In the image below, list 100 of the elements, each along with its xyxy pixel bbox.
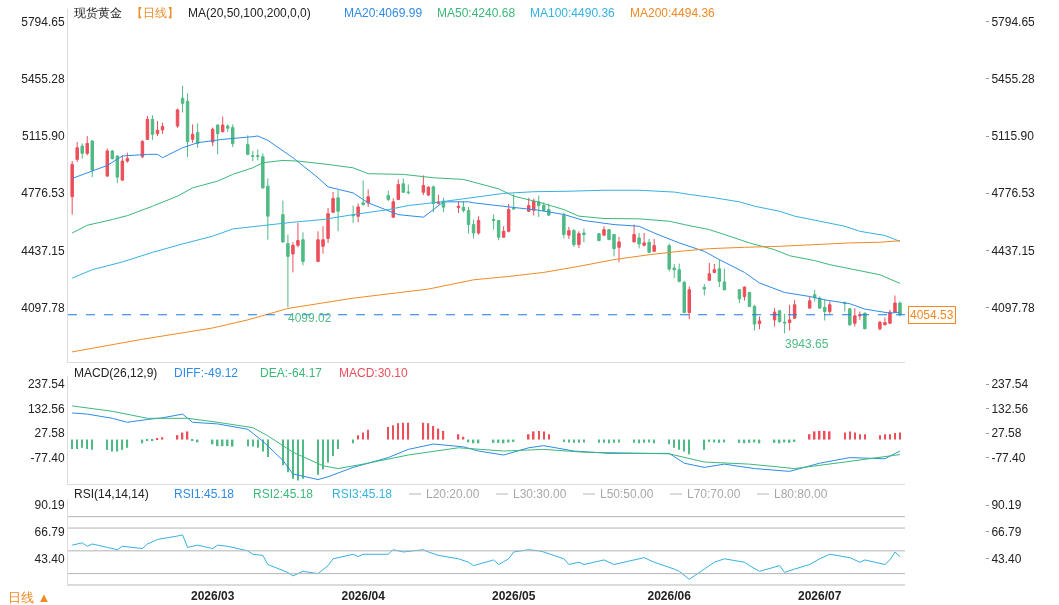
- bar: [813, 431, 816, 440]
- candlestick: [577, 230, 581, 249]
- line-series: [71, 534, 901, 580]
- bar: [427, 423, 430, 440]
- bar: [889, 434, 891, 440]
- x-tick-label: 2026/05: [491, 589, 536, 604]
- candlestick: [336, 189, 340, 232]
- text: MA100:4490.36: [530, 6, 616, 20]
- candlestick: [281, 199, 285, 244]
- y-tick-label: 4097.78: [21, 300, 65, 315]
- bar: [71, 439, 73, 449]
- y-tick-label: 27.58: [34, 426, 65, 441]
- candlestick: [787, 304, 792, 332]
- chart-title: 现货黄金: [74, 6, 122, 20]
- candlestick: [496, 219, 501, 241]
- candlestick: [476, 215, 481, 236]
- candlestick: [246, 134, 250, 156]
- bar: [422, 422, 425, 440]
- candlestick: [742, 285, 747, 302]
- candlestick: [792, 299, 797, 320]
- candlestick: [772, 307, 777, 327]
- candlestick: [702, 283, 707, 296]
- candlestick: [150, 114, 155, 141]
- candlestick: [828, 301, 832, 315]
- bar: [808, 434, 811, 440]
- bar: [357, 435, 359, 440]
- candlestick: [567, 226, 571, 240]
- candlestick: [582, 228, 586, 243]
- bar: [317, 439, 319, 475]
- candlestick: [155, 120, 160, 137]
- bar: [828, 431, 831, 440]
- bar: [527, 434, 530, 440]
- candlestick: [511, 193, 516, 211]
- candlestick: [722, 268, 727, 291]
- y-tick-label: 132.56: [27, 401, 65, 416]
- bar: [844, 432, 846, 440]
- bar: [879, 435, 881, 440]
- line-series: [71, 405, 901, 470]
- text: RSI3:45.18: [332, 487, 393, 501]
- candlestick: [286, 234, 290, 308]
- bar: [176, 435, 179, 440]
- bar: [442, 430, 445, 440]
- candlestick: [220, 116, 225, 134]
- x-tick-label: 2026/07: [798, 589, 842, 604]
- bar: [392, 425, 395, 440]
- candlestick: [848, 307, 852, 327]
- candlestick: [617, 236, 621, 263]
- candlestick: [687, 285, 691, 320]
- candlestick: [572, 228, 576, 248]
- annotation: RSI2:45.18: [253, 487, 314, 501]
- bar: [397, 423, 400, 440]
- bar: [703, 439, 706, 450]
- ref-line-label: 4054.53: [910, 308, 954, 322]
- bar: [548, 434, 550, 440]
- candlestick: [351, 205, 355, 224]
- bar: [402, 422, 405, 440]
- text: 日线 ▲: [8, 590, 51, 605]
- bar: [437, 428, 440, 440]
- chart-subtitle: 【日线】: [131, 6, 179, 20]
- bar: [111, 439, 114, 452]
- bar: [257, 439, 259, 448]
- y-tick-label: 5794.65: [21, 14, 65, 29]
- candlestick: [195, 122, 200, 149]
- bar: [457, 434, 460, 440]
- chart-title: RSI(14,14,14): [74, 487, 149, 501]
- text: DIFF:-49.12: [174, 366, 239, 380]
- annotation: 3943.65: [785, 337, 829, 351]
- candlestick: [401, 177, 406, 194]
- bar: [683, 439, 686, 452]
- candlestick: [70, 160, 74, 216]
- candlestick: [893, 294, 897, 314]
- candlestick: [562, 212, 566, 240]
- legend-label: L30:30.00: [513, 487, 567, 501]
- x-tick-label: 2026/03: [190, 589, 235, 604]
- candlestick: [185, 92, 190, 158]
- bar: [121, 439, 124, 450]
- y-tick-label: 43.40: [991, 551, 1022, 566]
- candlestick: [421, 174, 426, 196]
- candlestick: [461, 200, 466, 213]
- candlestick: [782, 313, 787, 334]
- bar: [543, 431, 545, 440]
- bar: [673, 439, 675, 448]
- candlestick: [361, 179, 365, 207]
- bar: [864, 434, 866, 440]
- bar: [91, 439, 93, 450]
- bar: [538, 430, 540, 440]
- legend-label: L70:70.00: [687, 487, 741, 501]
- bar: [332, 439, 334, 456]
- legend-title: MA(20,50,100,200,0,0): [188, 6, 311, 20]
- bar: [186, 431, 189, 440]
- candlestick: [757, 316, 762, 330]
- y-tick-label: 4776.53: [21, 186, 65, 201]
- candlestick: [90, 139, 94, 178]
- candlestick: [160, 122, 165, 135]
- bar: [76, 439, 78, 449]
- candlestick: [366, 189, 370, 208]
- candlestick: [210, 127, 215, 147]
- candlestick: [80, 142, 84, 160]
- bar: [899, 432, 901, 440]
- line-series: [71, 159, 901, 284]
